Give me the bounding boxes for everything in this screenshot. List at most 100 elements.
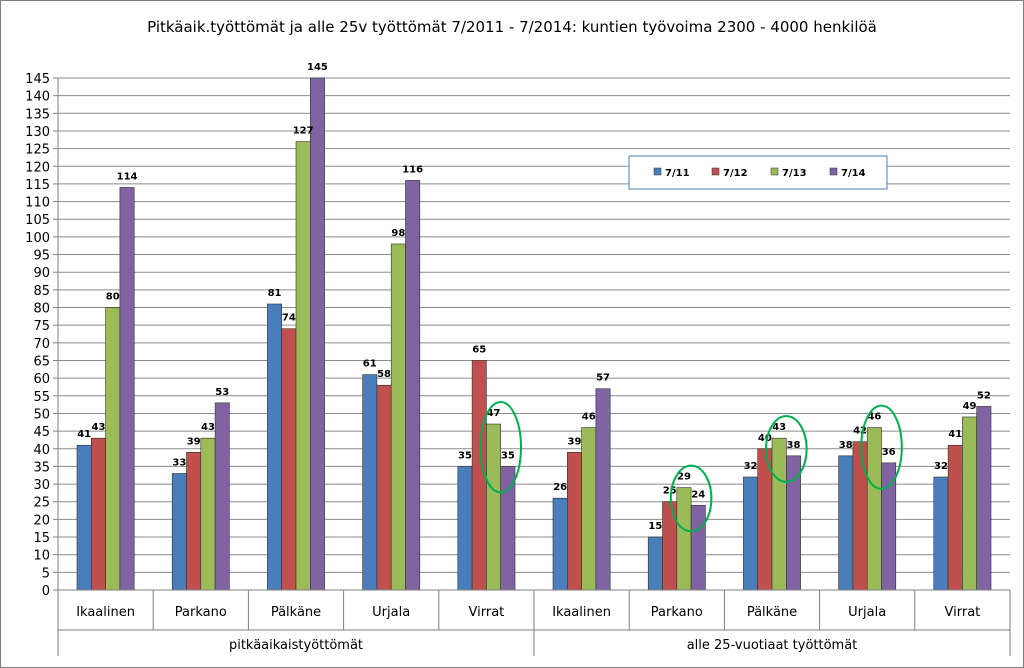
y-tick-label: 70 [33,337,50,352]
y-tick-label: 45 [33,425,50,440]
data-label: 33 [172,457,186,468]
x-category-label: Ikaalinen [76,605,135,620]
legend-label: 7/12 [723,168,748,179]
x-category-label: Virrat [945,605,981,620]
legend-box [628,155,888,190]
data-label: 39 [187,436,201,447]
bar [295,141,311,591]
y-tick-label: 60 [33,372,50,387]
bar [852,441,868,591]
data-label: 57 [596,373,610,384]
x-group-label: pitkäaikaistyöttömät [229,638,363,653]
bar [267,303,282,591]
data-label: 43 [91,422,105,433]
y-tick-label: 50 [33,407,50,422]
bar [405,180,421,591]
data-label: 49 [963,401,977,412]
data-label: 29 [677,472,691,483]
legend-label: 7/14 [841,168,866,179]
x-axis-categories: Ikaalinen Parkano Pälkäne Urjala Virrat Ikaal… [76,605,980,653]
y-tick-label: 10 [33,549,50,564]
x-category-label: Virrat [469,605,505,620]
y-tick-label: 110 [25,196,50,211]
data-label: 26 [553,482,567,493]
data-label: 24 [691,489,705,500]
highlight-circle [765,415,808,483]
y-tick-label: 35 [33,460,50,475]
data-label: 35 [458,450,472,461]
legend: 7/11 7/12 7/13 7/14 [628,155,888,190]
bars [76,77,992,591]
bar [947,444,963,591]
data-label: 46 [867,412,881,423]
bar [281,328,297,591]
data-label: 42 [853,426,867,437]
data-label: 32 [934,461,948,472]
y-tick-label: 80 [33,302,50,317]
legend-swatch [653,167,662,176]
bar [362,374,378,591]
bar [771,437,787,591]
highlight-circle [860,404,903,490]
data-label: 41 [948,429,962,440]
data-label: 41 [77,429,91,440]
x-category-label: Pälkäne [747,605,797,620]
y-tick-label: 15 [33,531,50,546]
x-category-label: Urjala [848,605,886,620]
y-tick-label: 55 [33,390,50,405]
bar [457,466,473,591]
legend-swatch [829,167,838,176]
x-group-label: alle 25-vuotiaat työttömät [687,638,858,653]
bar [186,451,202,591]
y-tick-label: 125 [25,143,50,158]
data-label: 52 [977,390,991,401]
data-label: 58 [377,369,391,380]
axes [57,78,1011,656]
y-tick-label: 5 [42,566,50,581]
y-tick-label: 40 [33,443,50,458]
data-label: 32 [744,461,758,472]
bar [200,437,216,591]
y-tick-label: 65 [33,354,50,369]
data-label: 40 [758,433,772,444]
y-axis-ticks: 0 5 10 15 20 25 30 35 40 45 50 55 60 65 70 75 80 85 90 95 10… [25,72,58,599]
bar [647,536,663,591]
data-label: 43 [201,422,215,433]
data-label: 39 [567,436,581,447]
data-label: 25 [663,486,677,497]
x-category-label: Urjala [372,605,410,620]
y-tick-label: 30 [33,478,50,493]
data-label: 81 [268,288,282,299]
x-category-label: Parkano [175,605,227,620]
data-label: 47 [487,408,501,419]
data-label: 38 [839,440,853,451]
bar [119,187,135,591]
bar [376,384,392,591]
highlight-circle [669,464,713,533]
y-tick-label: 0 [42,584,50,599]
bar [76,444,92,591]
legend-swatch [711,167,720,176]
x-category-label: Ikaalinen [552,605,611,620]
bar [552,497,568,591]
data-label: 116 [402,164,423,175]
x-category-label: Parkano [651,605,703,620]
bar [662,501,678,591]
data-label: 65 [472,344,486,355]
y-tick-label: 95 [33,249,50,264]
bar [690,504,706,591]
data-label: 15 [648,521,662,532]
chart-title: Pitkäaik.työttömät ja alle 25v työttömät… [147,18,877,36]
y-tick-label: 20 [33,513,50,528]
y-tick-label: 115 [25,178,50,193]
bar [214,402,230,591]
bar [743,476,759,591]
data-label: 43 [772,422,786,433]
bar [486,423,501,591]
bar [171,473,187,591]
data-label: 53 [215,387,229,398]
legend-label: 7/11 [665,168,690,179]
data-label: 80 [106,292,120,303]
